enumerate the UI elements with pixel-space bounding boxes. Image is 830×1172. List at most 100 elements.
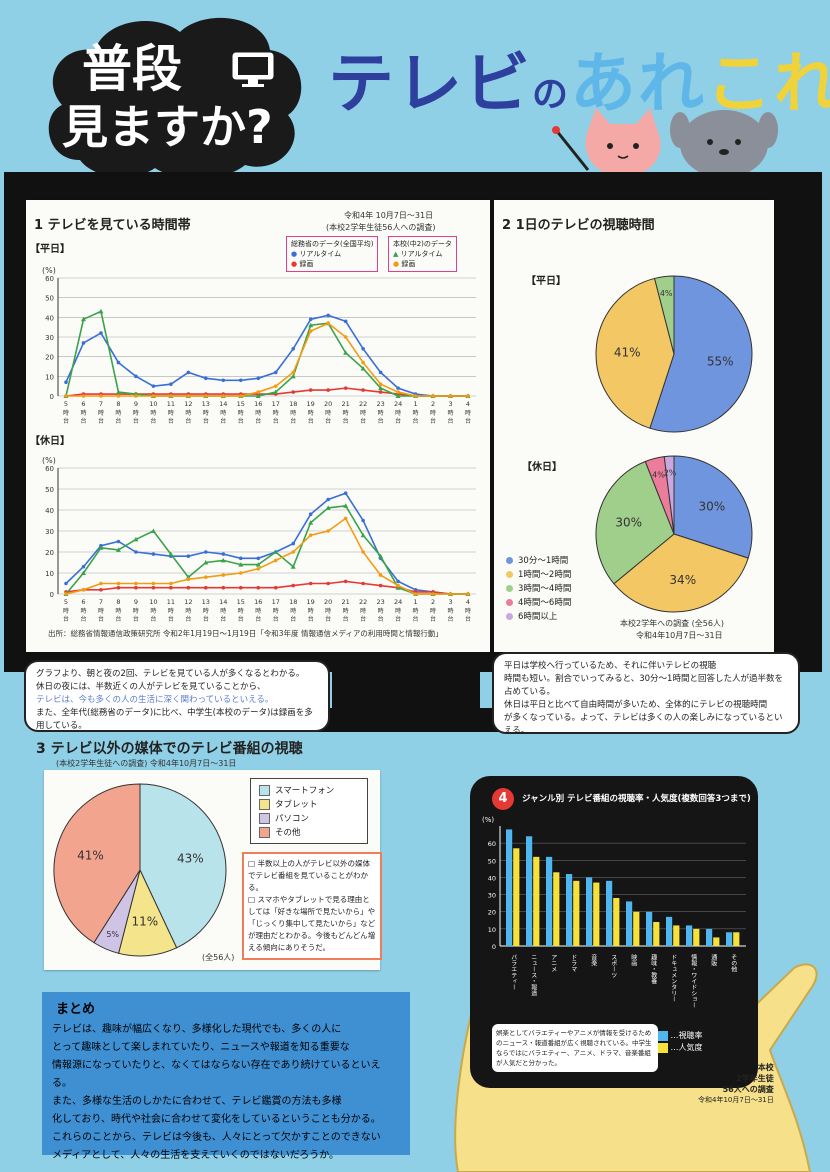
data-point: [221, 585, 226, 590]
tv-base: [300, 708, 520, 732]
section2-title: 2 1日のテレビの視聴時間: [502, 218, 655, 233]
data-point: [169, 382, 173, 386]
survey-note: 令和4年 10月7日～31日: [344, 211, 434, 220]
data-point: [168, 551, 174, 557]
x-tick-label: 趣味・教養: [650, 953, 657, 985]
data-point: [64, 581, 68, 586]
data-point: [343, 579, 348, 584]
legend-school-title: 本校(中2)のデータ: [393, 240, 452, 248]
series-line: [66, 322, 468, 397]
data-point: [238, 394, 243, 398]
x-tick-label: 音楽: [590, 953, 597, 967]
media-legend-item: スマートフォン: [259, 784, 359, 796]
x-tick-suffix: 時: [448, 409, 454, 417]
x-tick-label: ニュース・報道: [530, 954, 537, 997]
data-point: [99, 581, 103, 586]
speech-left-line: 休日の夜には、半数近くの人がテレビを見ていることから、: [36, 682, 266, 692]
tv-stand: [332, 672, 480, 708]
data-point: [413, 592, 418, 596]
x-tick-suffix: 時: [133, 607, 139, 615]
x-tick-suffix: 時: [255, 409, 261, 417]
data-point: [98, 545, 104, 550]
legend-swatch: [259, 826, 270, 838]
x-tick-suffix: 台: [115, 615, 121, 623]
legend-label: 3時間～4時間: [518, 584, 572, 594]
x-tick-suffix: 時: [360, 607, 366, 615]
x-tick-label: 17: [272, 400, 280, 408]
x-tick-suffix: 台: [448, 417, 454, 425]
x-tick-label: 5: [64, 598, 68, 606]
speech-left: グラフより、朝と夜の2回、テレビを見ている人が多くなるとわかる。 休日の夜には、…: [24, 660, 330, 732]
data-point: [273, 549, 279, 554]
data-point: [361, 388, 365, 392]
footer-line: 2学年生徒: [736, 1074, 774, 1083]
data-point: [360, 532, 366, 538]
data-point: [186, 554, 191, 558]
pie-legend: 30分～1時間 1時間～2時間 3時間～4時間 4時間～6時間 6時間以上: [506, 552, 571, 624]
data-point: [361, 581, 365, 586]
pie-note-1: 本校2学年への調査 (全56人): [620, 619, 725, 628]
data-point: [151, 585, 156, 590]
pie-slice: [53, 783, 141, 944]
x-tick-suffix: 時: [150, 409, 156, 417]
legend-label: スマートフォン: [275, 786, 335, 796]
bar: [693, 928, 700, 946]
data-point: [151, 384, 156, 388]
legend-national: 総務省のデータ(全国平均) ● リアルタイム ● 録画: [286, 236, 379, 272]
x-tick-suffix: 台: [238, 417, 244, 425]
data-point: [378, 553, 384, 559]
x-tick-suffix: 時: [273, 409, 279, 417]
data-point: [150, 528, 156, 533]
x-tick-suffix: 時: [115, 607, 121, 615]
x-tick-label: 12: [184, 598, 192, 606]
summary-line: メディアとして、人々の生活を支えていくのではないだろうか。: [52, 1150, 339, 1161]
footer-line: 本校: [757, 1063, 774, 1072]
x-tick-suffix: 時: [150, 607, 156, 615]
title-cloud: 普段 見ますか?: [40, 10, 310, 180]
legend-school-recorded: ● 録画: [393, 260, 416, 268]
x-tick-label: 通販: [710, 953, 717, 967]
data-point: [220, 557, 226, 563]
x-tick-label: 10: [149, 598, 157, 606]
data-point: [64, 380, 68, 385]
media-note-1: □ 半数以上の人がテレビ以外の媒体でテレビ番組を見ていることがわかる。: [248, 859, 370, 892]
data-point: [378, 573, 383, 577]
x-tick-suffix: 台: [203, 417, 209, 425]
pie-label: 55%: [707, 354, 734, 368]
x-tick-label: 15: [237, 598, 245, 606]
cat-icon: [585, 108, 661, 176]
data-point: [221, 573, 226, 577]
data-point: [291, 541, 296, 546]
data-point: [431, 592, 435, 596]
x-tick-label: 11: [167, 598, 175, 606]
pie-legend-item: 4時間～6時間: [506, 596, 571, 608]
x-tick-label: 23: [376, 400, 384, 408]
pie-label: 2%: [664, 469, 677, 478]
data-point: [326, 313, 330, 318]
x-tick-suffix: 時: [63, 607, 69, 615]
data-point: [291, 370, 296, 375]
data-point: [431, 394, 435, 398]
section4-number: 4: [492, 788, 514, 810]
data-point: [81, 588, 86, 592]
data-point: [290, 564, 296, 569]
speech-left-line: また、全年代(総務省のデータ)に比べ、中学生(本校のデータ)は録画を多用している…: [36, 708, 313, 731]
data-point: [134, 394, 138, 398]
y-tick-label: 60: [488, 840, 496, 848]
x-tick-label: 11: [167, 400, 175, 408]
data-point: [308, 329, 313, 333]
legend-dot: [506, 584, 513, 592]
x-tick-label: 14: [219, 598, 227, 606]
data-point: [115, 547, 121, 552]
data-point: [273, 384, 278, 388]
data-point: [134, 581, 138, 586]
y-tick-label: 10: [45, 570, 54, 578]
x-tick-label: 情報・ワイドショー: [690, 953, 697, 1008]
x-tick-suffix: 台: [98, 615, 104, 623]
summary-line: テレビは、趣味が幅広くなり、多様化した現代でも、多くの人に: [52, 1024, 342, 1035]
media-note-2-text: スマホやタブレットで見る理由としては「好きな場所で見たいから」や「じっくり集中し…: [248, 895, 376, 952]
bar: [686, 925, 693, 946]
x-tick-label: アニメ: [550, 954, 557, 972]
section1-title: 1 テレビを見ている時間帯: [34, 218, 191, 233]
data-point: [413, 394, 418, 398]
